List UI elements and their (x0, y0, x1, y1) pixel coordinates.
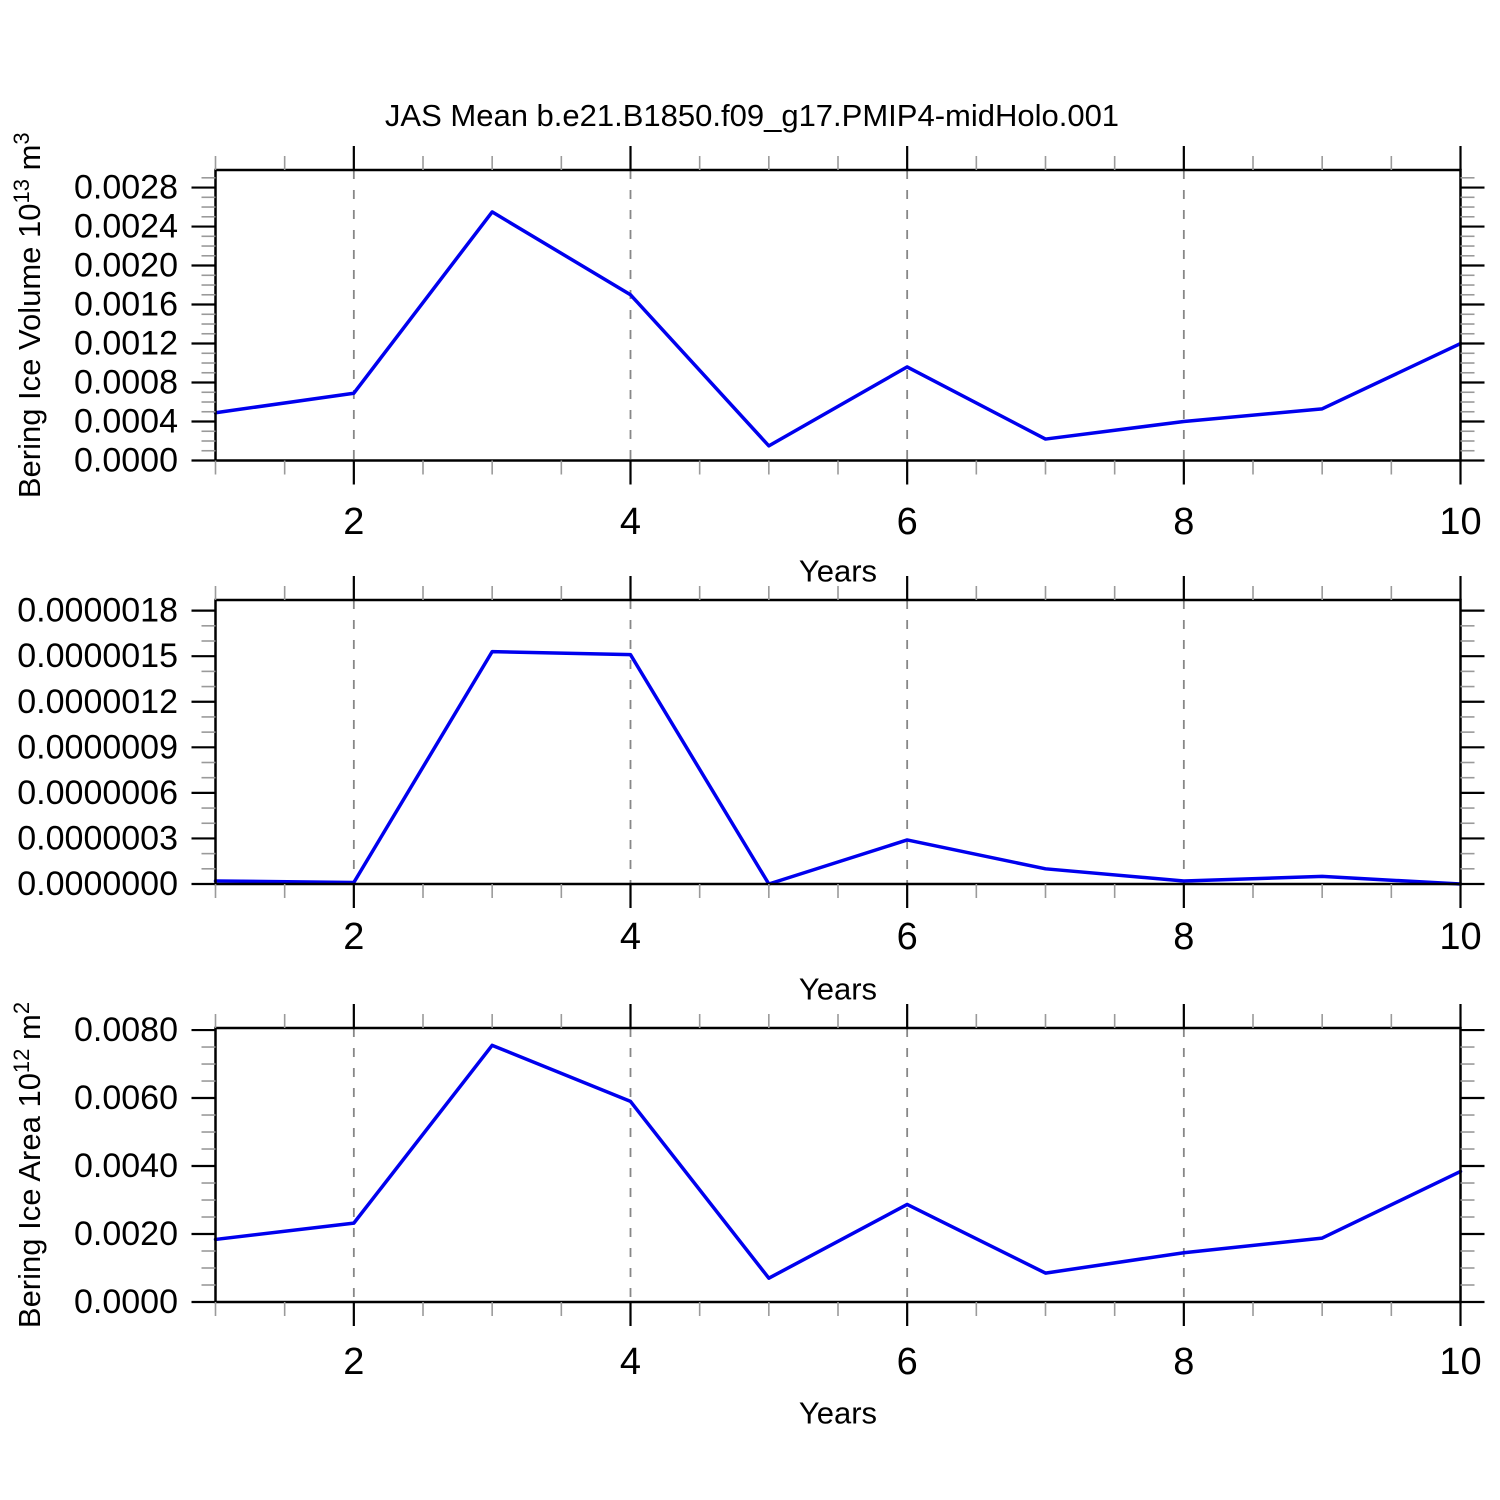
y-tick-label: 0.0000006 (17, 774, 178, 812)
y-tick-label: 0.0008 (74, 364, 178, 402)
x-tick-label: 4 (620, 1341, 641, 1383)
x-tick-label: 6 (897, 916, 918, 958)
y-axis-label: Bering Ice Area 1012 m2 (9, 1002, 47, 1328)
x-tick-label: 8 (1173, 916, 1194, 958)
panel-bering-ice-middle: 0.0000000 0.0000003 0.0000006 0.0000009 0.00… (17, 576, 1485, 1007)
panel-bering-ice-volume: 0.00000.00040.00080.00120.00160.00200.00… (9, 132, 1485, 589)
chart-title: JAS Mean b.e21.B1850.f09_g17.PMIP4-midHo… (385, 98, 1119, 133)
y-tick-label: 0.0004 (74, 403, 178, 441)
axis-frame (214, 168, 1462, 462)
x-tick-label: 8 (1173, 501, 1194, 543)
y-tick-label: 0.0080 (74, 1011, 178, 1049)
y-tick-label: 0.0000 (74, 442, 178, 480)
panel-bering-ice-area: 0.0000 0.0020 0.0040 0.0060 0.0080 2 4 6 8 10 Year… (9, 1002, 1485, 1431)
x-tick-label: 10 (1439, 1341, 1481, 1383)
data-line (213, 1043, 1463, 1280)
axis-frame (214, 1026, 1462, 1304)
y-tick-label: 0.0016 (74, 286, 178, 324)
y-tick-label: 0.0020 (74, 247, 178, 285)
x-tick-label: 2 (343, 1341, 364, 1383)
x-tick-label: 2 (343, 916, 364, 958)
y-tick-label: 0.0000012 (17, 683, 178, 721)
y-tick-label: 0.0000018 (17, 592, 178, 630)
x-tick-label: 6 (897, 1341, 918, 1383)
y-tick-label: 0.0000015 (17, 637, 178, 675)
x-axis-label: Years (799, 972, 877, 1007)
x-tick-label: 6 (897, 501, 918, 543)
x-axis-label: Years (799, 554, 877, 589)
panels: 0.00000.00040.00080.00120.00160.00200.00… (9, 132, 1485, 1431)
y-tick-label: 0.0024 (74, 208, 178, 246)
y-tick-label: 0.0000 (74, 1283, 178, 1321)
data-line (213, 649, 1463, 886)
x-tick-label: 10 (1439, 501, 1481, 543)
y-axis-label: Bering Ice Volume 1013 m3 (9, 132, 47, 498)
y-tick-label: 0.0000009 (17, 728, 178, 766)
y-tick-label: 0.0040 (74, 1147, 178, 1185)
y-tick-label: 0.0000000 (17, 865, 178, 903)
x-tick-label: 8 (1173, 1341, 1194, 1383)
data-line (213, 210, 1463, 448)
x-tick-label: 4 (620, 501, 641, 543)
y-tick-label: 0.0012 (74, 325, 178, 363)
x-tick-label: 10 (1439, 916, 1481, 958)
y-tick-label: 0.0000003 (17, 819, 178, 857)
x-tick-label: 4 (620, 916, 641, 958)
y-tick-label: 0.0020 (74, 1215, 178, 1253)
axis-frame (214, 598, 1462, 886)
y-tick-label: 0.0060 (74, 1079, 178, 1117)
x-tick-label: 2 (343, 501, 364, 543)
x-axis-label: Years (799, 1396, 877, 1431)
y-tick-label: 0.0028 (74, 169, 178, 207)
